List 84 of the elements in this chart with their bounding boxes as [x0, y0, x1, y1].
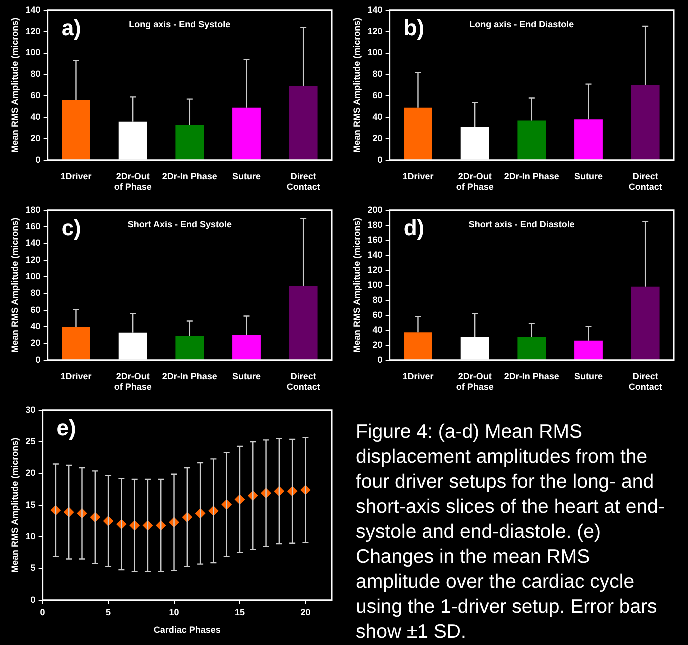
chart-title: a) — [62, 15, 82, 40]
y-tick-label: 20 — [372, 133, 383, 144]
y-axis-title: Mean RMS Amplitude (microns) — [10, 18, 20, 153]
y-tick-label: 30 — [26, 404, 36, 415]
y-tick-label: 100 — [26, 48, 41, 58]
y-tick-label: 80 — [372, 294, 383, 305]
y-tick-label: 0 — [36, 154, 41, 165]
x-tick-label: Suture — [232, 171, 262, 182]
x-tick-label: 2Dr-Out of Phase — [456, 171, 494, 192]
y-tick-label: 180 — [26, 204, 41, 215]
y-tick-label: 40 — [372, 112, 383, 122]
chart-title: d) — [404, 215, 425, 240]
y-tick-label: 140 — [26, 238, 41, 248]
y-tick-label: 5 — [30, 563, 36, 574]
x-tick-label: 20 — [300, 607, 311, 618]
y-tick-label: 100 — [26, 272, 41, 282]
y-axis-title: Mean RMS Amplitude (microns) — [10, 438, 20, 573]
y-tick-label: 10 — [26, 532, 36, 542]
y-tick-label: 160 — [26, 222, 41, 232]
x-tick-label: 1Driver — [402, 171, 434, 182]
x-tick-label: Suture — [574, 371, 604, 382]
text: Long axis - End Systole — [129, 19, 231, 30]
x-tick-label: 1Driver — [60, 171, 92, 182]
x-tick-label: Direct Contact — [286, 171, 320, 192]
y-tick-label: 20 — [30, 338, 41, 348]
y-tick-label: 80 — [30, 288, 41, 298]
y-tick-label: 80 — [30, 69, 41, 80]
y-tick-label: 0 — [378, 354, 383, 365]
x-axis-title: Cardiac Phases — [154, 625, 221, 636]
text: Long axis - End Diastole — [470, 19, 574, 30]
y-tick-label: 120 — [368, 26, 383, 36]
x-tick-label: 1Driver — [60, 371, 92, 382]
y-tick-label: 60 — [30, 90, 41, 101]
x-tick-label: 2Dr-Out of Phase — [114, 171, 152, 192]
y-axis-title: Mean RMS Amplitude (microns) — [10, 218, 20, 353]
x-tick-label: Direct Contact — [286, 371, 320, 392]
y-tick-label: 60 — [372, 90, 383, 101]
y-tick-label: 140 — [368, 250, 383, 260]
y-tick-label: 60 — [30, 304, 41, 315]
x-tick-label: Suture — [574, 171, 604, 182]
y-tick-label: 120 — [26, 254, 41, 265]
y-tick-label: 0 — [30, 594, 36, 605]
x-tick-label: Direct Contact — [628, 171, 662, 192]
y-tick-label: 160 — [368, 234, 383, 245]
y-tick-label: 100 — [368, 280, 383, 290]
x-tick-label: Direct Contact — [628, 371, 662, 392]
y-tick-label: 25 — [26, 436, 36, 447]
y-tick-label: 180 — [368, 220, 383, 230]
y-tick-label: 0 — [378, 154, 383, 165]
y-tick-label: 140 — [26, 4, 41, 15]
y-tick-label: 15 — [26, 500, 36, 510]
x-tick-label: 2Dr-In Phase — [504, 171, 560, 182]
y-tick-label: 120 — [26, 26, 41, 36]
x-tick-label: Suture — [232, 371, 262, 382]
x-tick-label: 1Driver — [402, 371, 434, 382]
chart-title: c) — [62, 215, 82, 240]
x-tick-label: 2Dr-Out of Phase — [456, 371, 494, 392]
x-tick-label: 2Dr-In Phase — [162, 371, 218, 382]
y-axis-title: Mean RMS Amplitude (microns) — [352, 218, 362, 353]
y-tick-label: 40 — [30, 322, 41, 332]
text: Figure 4: (a-d) Mean RMS displacement amplitudes from the four driver setups for the long- and short-axis slices of the heart at end-systole and end-diastole. (e) Changes in the mean RMS amplitude over the cardiac cycle using the 1-driver setup. Error bars show ±1 SD. — [356, 421, 665, 643]
x-tick-label: 10 — [169, 607, 180, 618]
text: Short Axis - End Systole — [128, 219, 232, 230]
y-tick-label: 20 — [372, 340, 383, 350]
y-axis-title: Mean RMS Amplitude (microns) — [352, 18, 362, 153]
y-tick-label: 80 — [372, 69, 383, 80]
y-tick-label: 20 — [26, 468, 36, 478]
y-tick-label: 100 — [368, 48, 383, 58]
y-tick-label: 120 — [368, 264, 383, 275]
chart-title: e) — [56, 415, 76, 440]
chart-title: b) — [404, 15, 425, 40]
y-tick-label: 140 — [368, 4, 383, 15]
x-tick-label: 2Dr-Out of Phase — [114, 371, 152, 392]
x-tick-label: 15 — [234, 607, 245, 618]
x-tick-label: 5 — [106, 607, 112, 618]
y-tick-label: 20 — [30, 133, 41, 144]
y-tick-label: 60 — [372, 310, 383, 320]
text: Short axis - End Diastole — [468, 219, 575, 230]
y-tick-label: 40 — [372, 324, 383, 335]
y-tick-label: 40 — [30, 112, 41, 122]
y-tick-label: 200 — [368, 204, 383, 215]
y-tick-label: 0 — [36, 354, 41, 365]
x-tick-label: 2Dr-In Phase — [504, 371, 560, 382]
x-tick-label: 2Dr-In Phase — [162, 171, 218, 182]
